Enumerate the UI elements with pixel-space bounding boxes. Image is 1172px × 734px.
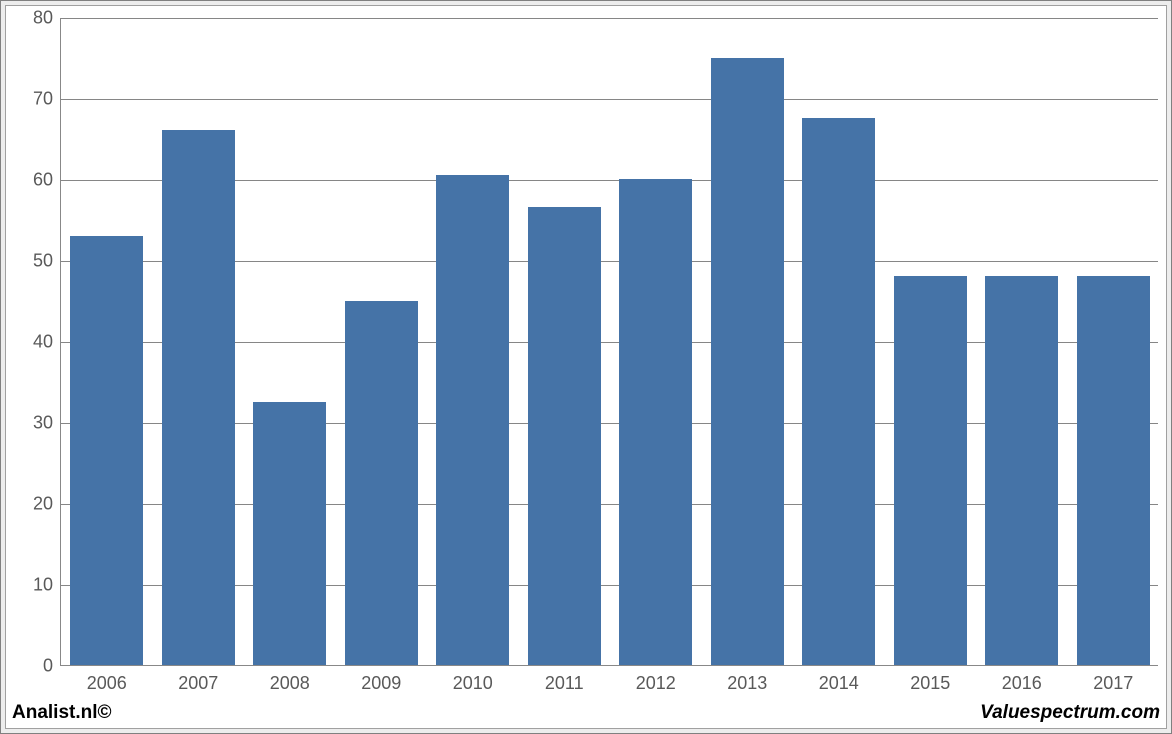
x-axis-tick-label: 2015 [910, 665, 950, 694]
chart-outer-frame: 0 10 20 30 40 50 60 70 80 2006 2007 2008 2009 2010 201… [0, 0, 1172, 734]
x-axis-tick-label: 2009 [361, 665, 401, 694]
bar [802, 118, 875, 665]
bar [436, 175, 509, 665]
y-axis-tick-label: 70 [33, 89, 61, 110]
footer-right-credit: Valuespectrum.com [980, 702, 1160, 724]
x-axis-tick-label: 2016 [1002, 665, 1042, 694]
bar [162, 130, 235, 665]
bar [345, 301, 418, 666]
bar [70, 236, 143, 665]
y-axis-tick-label: 50 [33, 251, 61, 272]
bar [253, 402, 326, 665]
y-axis-tick-label: 40 [33, 332, 61, 353]
y-axis-tick-label: 30 [33, 413, 61, 434]
chart-inner-frame: 0 10 20 30 40 50 60 70 80 2006 2007 2008 2009 2010 201… [5, 5, 1167, 729]
bar [1077, 276, 1150, 665]
y-axis-tick-label: 20 [33, 494, 61, 515]
bar [894, 276, 967, 665]
x-axis-tick-label: 2008 [270, 665, 310, 694]
y-axis-tick-label: 0 [43, 656, 61, 677]
gridline [61, 18, 1158, 19]
footer-left-credit: Analist.nl© [12, 702, 112, 724]
y-axis-tick-label: 60 [33, 170, 61, 191]
bar [711, 58, 784, 666]
x-axis-tick-label: 2007 [178, 665, 218, 694]
bar [619, 179, 692, 665]
x-axis-tick-label: 2010 [453, 665, 493, 694]
x-axis-tick-label: 2006 [87, 665, 127, 694]
x-axis-tick-label: 2011 [545, 665, 584, 694]
bar [528, 207, 601, 665]
x-axis-tick-label: 2013 [727, 665, 767, 694]
bar [985, 276, 1058, 665]
y-axis-tick-label: 80 [33, 8, 61, 29]
gridline [61, 99, 1158, 100]
y-axis-tick-label: 10 [33, 575, 61, 596]
x-axis-tick-label: 2017 [1093, 665, 1133, 694]
x-axis-tick-label: 2014 [819, 665, 859, 694]
x-axis-tick-label: 2012 [636, 665, 676, 694]
plot-area: 0102030405060708020062007200820092010201… [60, 18, 1158, 666]
